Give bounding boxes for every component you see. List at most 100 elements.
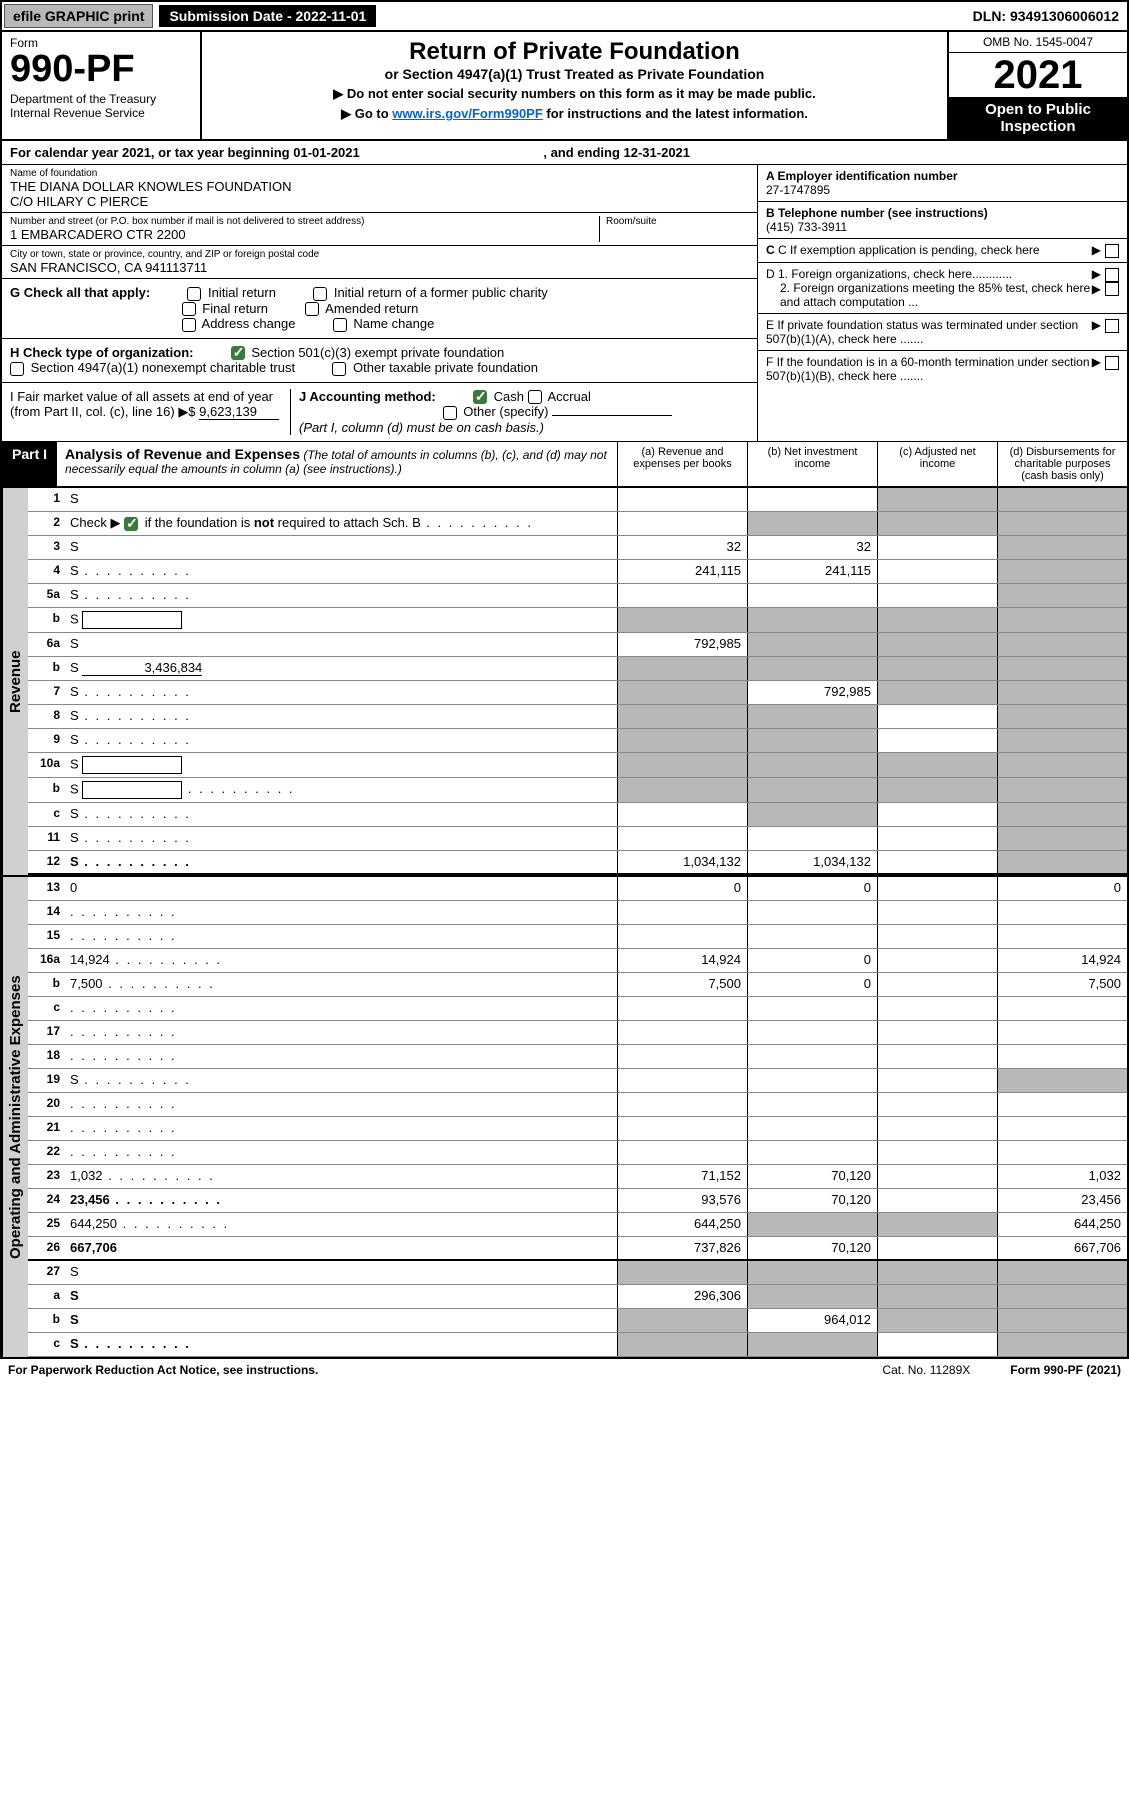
cell-c <box>877 1045 997 1068</box>
instr-pre: ▶ Go to <box>341 106 392 121</box>
line-desc: 23,456 <box>66 1189 617 1212</box>
table-row: 231,03271,15270,1201,032 <box>28 1165 1127 1189</box>
line-number: 19 <box>28 1069 66 1092</box>
line-number: 13 <box>28 877 66 900</box>
table-row: 5aS <box>28 584 1127 608</box>
cell-b: 32 <box>747 536 877 559</box>
room-label: Room/suite <box>606 216 749 227</box>
checkbox-address-change[interactable] <box>182 318 196 332</box>
b-label: B Telephone number (see instructions) <box>766 206 988 220</box>
cell-d <box>997 997 1127 1020</box>
checkbox-85pct[interactable] <box>1105 282 1119 296</box>
cell-d <box>997 1141 1127 1164</box>
dln: DLN: 93491306006012 <box>973 8 1125 24</box>
cell-b <box>747 488 877 511</box>
table-row: bS <box>28 778 1127 803</box>
line-number: 5a <box>28 584 66 607</box>
table-row: aS296,306 <box>28 1285 1127 1309</box>
table-row: 12S1,034,1321,034,132 <box>28 851 1127 875</box>
line-desc <box>66 1117 617 1140</box>
checkbox-other-method[interactable] <box>443 406 457 420</box>
checkbox-4947[interactable] <box>10 362 24 376</box>
cell-a <box>617 657 747 680</box>
line-number: 4 <box>28 560 66 583</box>
line-number: 1 <box>28 488 66 511</box>
c-label: C If exemption application is pending, c… <box>778 243 1040 257</box>
cell-d <box>997 1261 1127 1284</box>
line-number: 7 <box>28 681 66 704</box>
checkbox-cash[interactable] <box>473 390 487 404</box>
ein-box: A Employer identification number 27-1747… <box>758 165 1127 202</box>
checkbox-initial-public[interactable] <box>313 287 327 301</box>
cell-a <box>617 925 747 948</box>
inline-val: 3,436,834 <box>82 660 202 676</box>
d2-label: 2. Foreign organizations meeting the 85%… <box>766 281 1092 309</box>
other-specify-line <box>552 415 672 416</box>
checkbox-sch-b[interactable] <box>124 517 138 531</box>
table-row: c <box>28 997 1127 1021</box>
cell-a <box>617 803 747 826</box>
cell-a <box>617 1261 747 1284</box>
cell-d <box>997 633 1127 656</box>
checkbox-terminated[interactable] <box>1105 319 1119 333</box>
checkbox-name-change[interactable] <box>333 318 347 332</box>
cell-b <box>747 997 877 1020</box>
table-row: bS 3,436,834 <box>28 657 1127 681</box>
line-desc: S <box>66 1069 617 1092</box>
cell-b <box>747 803 877 826</box>
checkbox-other-taxable[interactable] <box>332 362 346 376</box>
form-title-box: Return of Private Foundation or Section … <box>202 32 947 139</box>
line-desc: S <box>66 1285 617 1308</box>
h-check-row: H Check type of organization: Section 50… <box>2 339 757 383</box>
line-number: 23 <box>28 1165 66 1188</box>
g-opt-3: Amended return <box>325 301 418 316</box>
table-row: 22 <box>28 1141 1127 1165</box>
cell-c <box>877 1237 997 1259</box>
line-desc: S <box>66 729 617 752</box>
cell-d: 1,032 <box>997 1165 1127 1188</box>
cell-c <box>877 803 997 826</box>
line-number: c <box>28 997 66 1020</box>
address: 1 EMBARCADERO CTR 2200 <box>10 227 599 242</box>
cell-c <box>877 1333 997 1356</box>
efile-print-button[interactable]: efile GRAPHIC print <box>4 4 153 28</box>
cell-d <box>997 851 1127 873</box>
checkbox-501c3[interactable] <box>231 346 245 360</box>
line-number: c <box>28 1333 66 1356</box>
cell-b: 0 <box>747 877 877 900</box>
cell-d: 23,456 <box>997 1189 1127 1212</box>
checkbox-accrual[interactable] <box>528 390 542 404</box>
g-label: G Check all that apply: <box>10 285 150 300</box>
cell-c <box>877 925 997 948</box>
cell-c <box>877 1069 997 1092</box>
line-number: 12 <box>28 851 66 873</box>
h-opt-2: Other taxable private foundation <box>353 360 538 375</box>
top-bar: efile GRAPHIC print Submission Date - 20… <box>2 2 1127 32</box>
checkbox-foreign-org[interactable] <box>1105 268 1119 282</box>
cell-d <box>997 778 1127 802</box>
j-cash: Cash <box>494 389 524 404</box>
checkbox-initial-return[interactable] <box>187 287 201 301</box>
checkbox-final-return[interactable] <box>182 302 196 316</box>
cell-b <box>747 753 877 777</box>
cell-a <box>617 778 747 802</box>
table-row: 20 <box>28 1093 1127 1117</box>
irs-link[interactable]: www.irs.gov/Form990PF <box>392 106 543 121</box>
cell-d <box>997 1117 1127 1140</box>
line-number: c <box>28 803 66 826</box>
cell-a <box>617 1141 747 1164</box>
cell-d <box>997 681 1127 704</box>
name-label: Name of foundation <box>10 168 749 179</box>
line-desc: S <box>66 608 617 632</box>
cell-c <box>877 778 997 802</box>
checkbox-60month[interactable] <box>1105 356 1119 370</box>
cell-b: 964,012 <box>747 1309 877 1332</box>
line-desc <box>66 997 617 1020</box>
j-accrual: Accrual <box>548 389 591 404</box>
line-desc: 644,250 <box>66 1213 617 1236</box>
checkbox-exemption-pending[interactable] <box>1105 244 1119 258</box>
checkbox-amended[interactable] <box>305 302 319 316</box>
cell-a <box>617 1093 747 1116</box>
cell-b <box>747 1069 877 1092</box>
cell-d <box>997 1333 1127 1356</box>
